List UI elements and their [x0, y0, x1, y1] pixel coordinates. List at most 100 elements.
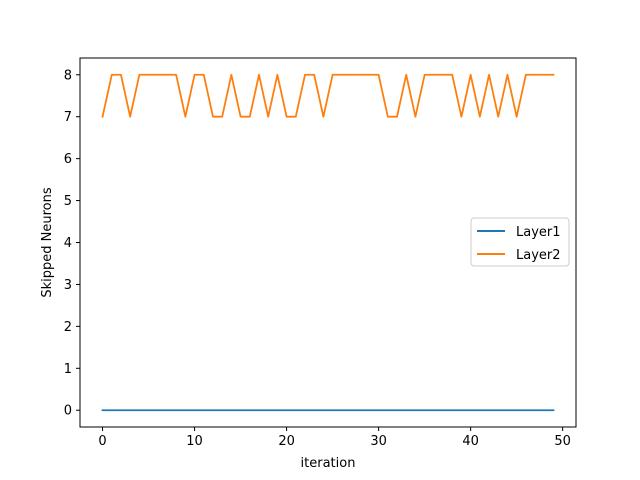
- y-axis-title: Skipped Neurons: [40, 187, 55, 297]
- data-point-layer2-17: [258, 74, 260, 76]
- data-point-layer1-3: [129, 409, 131, 411]
- y-tick-label: 4: [64, 236, 72, 251]
- data-point-layer1-34: [415, 409, 417, 411]
- data-point-layer1-36: [433, 409, 435, 411]
- data-point-layer2-6: [157, 74, 159, 76]
- data-point-layer2-5: [148, 74, 150, 76]
- data-point-layer2-32: [396, 116, 398, 118]
- data-point-layer2-13: [221, 116, 223, 118]
- data-point-layer1-47: [534, 409, 536, 411]
- x-tick-label: 20: [278, 434, 295, 449]
- data-point-layer2-3: [129, 116, 131, 118]
- y-tick-label: 0: [64, 404, 72, 419]
- data-point-layer2-19: [276, 74, 278, 76]
- data-point-layer1-23: [313, 409, 315, 411]
- data-point-layer2-30: [378, 74, 380, 76]
- data-point-layer2-44: [507, 74, 509, 76]
- data-point-layer2-28: [359, 74, 361, 76]
- data-point-layer2-35: [424, 74, 426, 76]
- data-point-layer1-8: [175, 409, 177, 411]
- data-point-layer2-42: [488, 74, 490, 76]
- data-point-layer1-10: [194, 409, 196, 411]
- data-point-layer2-39: [461, 116, 463, 118]
- legend-label-layer1: Layer1: [516, 225, 561, 240]
- data-point-layer1-13: [221, 409, 223, 411]
- data-point-layer1-48: [543, 409, 545, 411]
- data-point-layer1-5: [148, 409, 150, 411]
- data-point-layer2-46: [525, 74, 527, 76]
- data-point-layer1-20: [286, 409, 288, 411]
- data-point-layer2-10: [194, 74, 196, 76]
- data-point-layer1-16: [249, 409, 251, 411]
- data-point-layer2-26: [341, 74, 343, 76]
- data-point-layer2-47: [534, 74, 536, 76]
- data-point-layer2-14: [230, 74, 232, 76]
- data-point-layer1-15: [240, 409, 242, 411]
- y-tick-label: 2: [64, 320, 72, 335]
- data-point-layer1-46: [525, 409, 527, 411]
- y-tick-label: 1: [64, 362, 72, 377]
- data-point-layer2-7: [166, 74, 168, 76]
- data-point-layer1-24: [323, 409, 325, 411]
- data-point-layer2-12: [212, 116, 214, 118]
- data-point-layer2-33: [405, 74, 407, 76]
- ticks-group: 0 10 20 30 40 50 0 1 2 3 4 5 6 7 8: [64, 68, 571, 449]
- data-point-layer1-12: [212, 409, 214, 411]
- data-point-layer1-41: [479, 409, 481, 411]
- data-point-layer1-30: [378, 409, 380, 411]
- data-point-layer1-7: [166, 409, 168, 411]
- data-point-layer2-20: [286, 116, 288, 118]
- data-point-layer1-22: [304, 409, 306, 411]
- data-point-layer1-35: [424, 409, 426, 411]
- data-point-layer1-25: [332, 409, 334, 411]
- x-tick-label: 0: [98, 434, 106, 449]
- data-point-layer2-22: [304, 74, 306, 76]
- data-point-layer1-19: [276, 409, 278, 411]
- data-point-layer2-27: [350, 74, 352, 76]
- data-point-layer1-31: [387, 409, 389, 411]
- data-point-layer1-39: [461, 409, 463, 411]
- data-point-layer2-8: [175, 74, 177, 76]
- data-point-layer2-18: [267, 116, 269, 118]
- data-point-layer2-2: [120, 74, 122, 76]
- data-point-layer2-23: [313, 74, 315, 76]
- data-point-layer1-26: [341, 409, 343, 411]
- legend-label-layer2: Layer2: [516, 248, 561, 263]
- data-point-layer2-11: [203, 74, 205, 76]
- data-point-layer1-44: [507, 409, 509, 411]
- data-point-layer1-45: [516, 409, 518, 411]
- data-point-layer2-15: [240, 116, 242, 118]
- x-axis-title: iteration: [301, 456, 356, 471]
- y-tick-label: 7: [64, 110, 72, 125]
- data-point-layer1-49: [553, 409, 555, 411]
- data-point-layer2-38: [451, 74, 453, 76]
- data-point-layer1-29: [369, 409, 371, 411]
- data-point-layer1-38: [451, 409, 453, 411]
- data-point-layer1-40: [470, 409, 472, 411]
- data-point-layer1-42: [488, 409, 490, 411]
- data-point-layer1-0: [102, 409, 104, 411]
- data-point-layer1-1: [111, 409, 113, 411]
- data-point-layer2-31: [387, 116, 389, 118]
- y-tick-label: 6: [64, 152, 72, 167]
- series-group: [101, 73, 555, 412]
- data-point-layer1-28: [359, 409, 361, 411]
- data-point-layer1-17: [258, 409, 260, 411]
- x-tick-label: 40: [462, 434, 479, 449]
- data-point-layer1-2: [120, 409, 122, 411]
- data-point-layer1-33: [405, 409, 407, 411]
- y-tick-label: 8: [64, 68, 72, 83]
- data-point-layer2-41: [479, 116, 481, 118]
- data-point-layer1-32: [396, 409, 398, 411]
- y-tick-label: 5: [64, 194, 72, 209]
- data-point-layer2-1: [111, 74, 113, 76]
- data-point-layer1-18: [267, 409, 269, 411]
- x-tick-label: 50: [554, 434, 571, 449]
- data-point-layer2-16: [249, 116, 251, 118]
- y-tick-label: 3: [64, 278, 72, 293]
- data-point-layer1-37: [442, 409, 444, 411]
- data-point-layer2-49: [553, 74, 555, 76]
- data-point-layer2-24: [323, 116, 325, 118]
